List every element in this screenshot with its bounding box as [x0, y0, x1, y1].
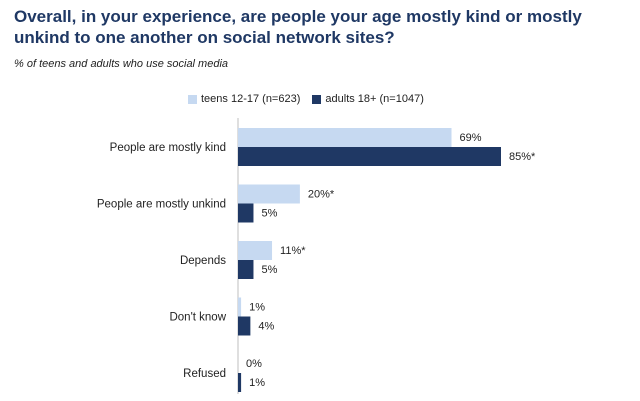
bar-adults — [238, 316, 251, 336]
value-label-teens: 69% — [459, 132, 481, 144]
value-label-teens: 1% — [249, 302, 265, 314]
category-label: People are mostly kind — [110, 142, 226, 154]
value-label-adults: 1% — [249, 377, 265, 389]
value-label-teens: 20%* — [308, 189, 335, 201]
value-label-adults: 4% — [258, 321, 274, 333]
category-label: Depends — [180, 255, 226, 267]
category-label: Refused — [183, 368, 226, 380]
bar-teens — [238, 297, 242, 317]
bar-adults — [238, 373, 242, 392]
value-label-adults: 85%* — [509, 151, 536, 163]
bar-teens — [238, 128, 452, 147]
category-label: People are mostly unkind — [97, 199, 226, 211]
legend-swatch-adults — [312, 94, 322, 104]
legend: teens 12-17 (n=623) adults 18+ (n=1047) — [188, 93, 436, 105]
legend-label-adults: adults 18+ (n=1047) — [325, 93, 424, 105]
value-label-teens: 11%* — [280, 245, 306, 257]
value-label-adults: 5% — [261, 264, 277, 276]
legend-swatch-teens — [188, 94, 197, 104]
bar-adults — [238, 203, 254, 223]
chart-title: Overall, in your experience, are people … — [14, 7, 582, 47]
bar-adults — [238, 260, 254, 279]
bar-adults — [238, 147, 501, 166]
chart-subtitle: % of teens and adults who use social med… — [14, 58, 229, 70]
legend-item-teens: teens 12-17 (n=623) — [188, 93, 300, 105]
legend-item-adults: adults 18+ (n=1047) — [312, 93, 424, 105]
value-label-adults: 5% — [261, 208, 277, 220]
bar-teens — [238, 241, 273, 260]
legend-label-teens: teens 12-17 (n=623) — [201, 93, 301, 105]
value-label-teens: 0% — [246, 358, 262, 370]
bar-teens — [238, 184, 300, 204]
category-label: Don't know — [169, 312, 226, 324]
